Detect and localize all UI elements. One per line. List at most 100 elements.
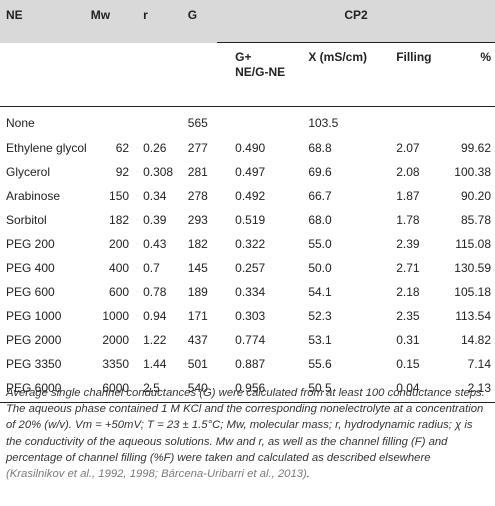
footnote-end: . [306,468,310,481]
cell-conductivity: 55.0 [308,237,332,251]
table-body: None 565 103.5 Ethylene glycol 62 0.26 277 0.49… [0,107,495,403]
cell-filling: 2.07 [396,141,420,155]
cell-mw: 2000 [102,333,130,347]
cell-g: 540 [179,376,218,403]
table-row: PEG 1000 1000 0.94 171 0.303 52.3 2.35 113.54 [0,304,495,328]
cell-r: 1.44 [143,357,167,371]
cell-ne: PEG 6000 [0,376,91,403]
cell-percent: 105.18 [454,285,491,299]
header-g-ratio: G+ NE/G-NE [217,42,287,107]
table-row: Arabinose 150 0.34 278 0.492 66.7 1.87 90.20 [0,184,495,208]
cell-ne: Glycerol [6,165,51,179]
cell-ne: Ethylene glycol [6,141,87,155]
footnote-references: (Krasilnikov et al., 1992, 1998; Bárcena… [6,468,307,481]
cell-filling: 2.18 [396,285,420,299]
cell-r: 0.7 [143,261,160,275]
header-row-1: NE Mw r G CP2 [0,0,495,43]
cell-g-ratio: 0.257 [235,261,266,275]
cell-percent: 113.54 [455,309,491,323]
cell-ne: Arabinose [6,189,61,203]
data-table: NE Mw r G CP2 G+ NE/G-NE X (mS/cm) Filli… [0,0,495,403]
cell-percent: 2.13 [445,376,495,403]
cell-conductivity: 68.8 [308,141,332,155]
header-cp2: CP2 [217,0,495,43]
header-r: r [143,8,148,22]
table-row: PEG 3350 3350 1.44 501 0.887 55.6 0.15 7.14 [0,352,495,376]
cell-filling: 2.35 [396,309,420,323]
cell-r: 2.5 [133,376,180,403]
cell-filling: 2.39 [396,237,420,251]
cell-filling: 0.31 [396,333,420,347]
cell-ne: Sorbitol [6,213,47,227]
cell-r: 0.78 [143,285,167,299]
cell-mw: 200 [109,237,130,251]
header-row-2: G+ NE/G-NE X (mS/cm) Filling % [0,42,495,107]
cell-mw: 150 [109,189,130,203]
cell-g: 171 [187,309,208,323]
cell-mw: 3350 [102,357,130,371]
cell-r: 0.43 [143,237,167,251]
table-row: PEG 400 400 0.7 145 0.257 50.0 2.71 130.59 [0,256,495,280]
cell-percent: 130.59 [454,261,491,275]
cell-ne: PEG 200 [6,237,55,251]
cell-percent: 7.14 [467,357,491,371]
cell-g-ratio: 0.322 [235,237,266,251]
header-percent: % [445,42,495,107]
cell-mw [91,107,133,137]
cell-r: 0.39 [143,213,167,227]
cell-percent: 99.62 [460,141,491,155]
cell-ne: PEG 600 [6,285,55,299]
cell-percent [445,107,495,137]
cell-g: 437 [187,333,208,347]
cell-g-ratio: 0.490 [235,141,266,155]
table-row: Glycerol 92 0.308 281 0.497 69.6 2.08 100.38 [0,160,495,184]
table-row: PEG 2000 2000 1.22 437 0.774 53.1 0.31 14.82 [0,328,495,352]
cell-r: 0.94 [143,309,167,323]
header-g: G [187,8,198,22]
cell-g-ratio: 0.519 [235,213,266,227]
cell-g-ratio: 0.497 [235,165,266,179]
cell-conductivity: 50.5 [286,376,381,403]
cell-ne: PEG 400 [6,261,55,275]
table-row: Ethylene glycol 62 0.26 277 0.490 68.8 2.07 99.… [0,136,495,160]
cell-r: 0.308 [143,165,174,179]
cell-r: 1.22 [143,333,167,347]
cell-mw: 1000 [102,309,130,323]
cell-conductivity: 54.1 [308,285,332,299]
cell-filling: 1.78 [396,213,420,227]
cell-conductivity: 55.6 [308,357,332,371]
cell-percent: 85.78 [460,213,491,227]
cell-g: 501 [187,357,208,371]
cell-mw: 182 [109,213,130,227]
table-row: Sorbitol 182 0.39 293 0.519 68.0 1.78 85.78 [0,208,495,232]
cell-ne: None [6,115,35,130]
cell-conductivity: 53.1 [308,333,332,347]
table-footnote: Average single channel conductances (G) … [6,385,490,482]
cell-r: 0.26 [143,141,167,155]
cell-g-ratio: 0.303 [235,309,266,323]
cell-r: 0.34 [143,189,167,203]
cell-g-ratio: 0.887 [235,357,266,371]
cell-g: 281 [187,165,208,179]
cell-r [133,107,180,137]
cell-filling [380,107,445,137]
footnote-text: Average single channel conductances (G) … [6,387,485,464]
header-ne: NE [6,8,23,22]
cell-mw: 62 [115,141,130,155]
cell-conductivity: 52.3 [308,309,332,323]
table-row: PEG 600 600 0.78 189 0.334 54.1 2.18 105.18 [0,280,495,304]
cell-ne: PEG 1000 [6,309,62,323]
header-conductivity: X (mS/cm) [286,42,381,107]
cell-conductivity: 66.7 [308,189,332,203]
cell-filling: 0.04 [380,376,446,403]
cell-percent: 14.82 [460,333,491,347]
table-row: None 565 103.5 [0,107,495,137]
cell-g-ratio: 0.774 [235,333,266,347]
header-mw: Mw [90,8,111,22]
cell-percent: 100.38 [454,165,491,179]
table-row: PEG 200 200 0.43 182 0.322 55.0 2.39 115.08 [0,232,495,256]
cell-filling: 1.87 [396,189,420,203]
cell-conductivity: 50.0 [308,261,332,275]
cell-g-ratio: 0.956 [217,376,287,403]
